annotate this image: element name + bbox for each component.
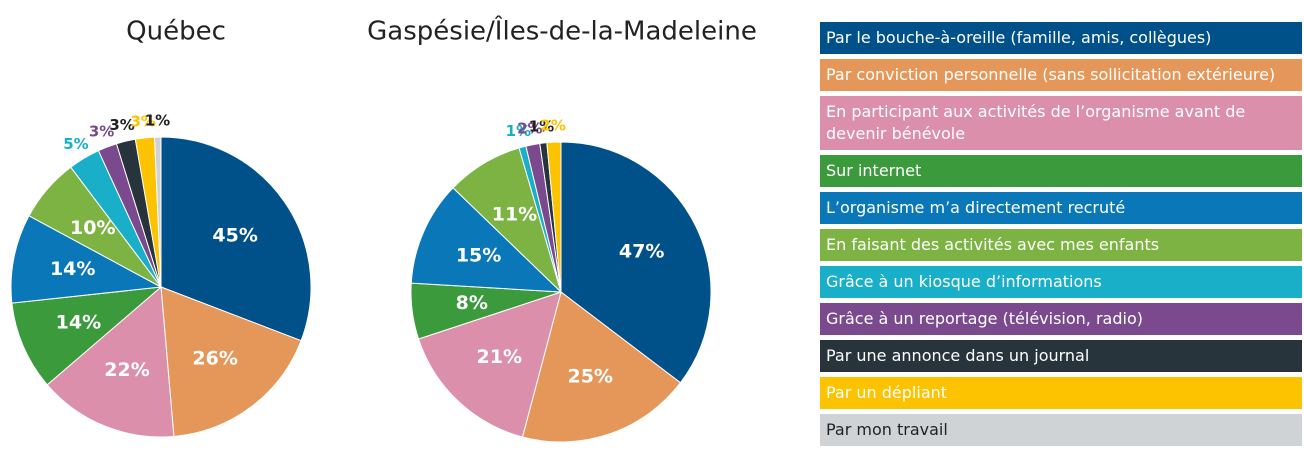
data-label: 11% bbox=[492, 203, 537, 225]
data-label: 1% bbox=[506, 122, 531, 140]
data-label: 10% bbox=[70, 217, 115, 239]
slice bbox=[160, 286, 302, 437]
legend: Par le bouche-à-oreille (famille, amis, … bbox=[820, 22, 1302, 446]
data-label: 21% bbox=[477, 346, 522, 368]
legend-item: Par conviction personnelle (sans sollici… bbox=[820, 59, 1302, 91]
legend-item: Par le bouche-à-oreille (famille, amis, … bbox=[820, 22, 1302, 54]
slice bbox=[417, 291, 562, 438]
legend-item: En participant aux activités de l’organi… bbox=[820, 96, 1302, 150]
data-label: 8% bbox=[456, 292, 488, 314]
data-label: 26% bbox=[192, 347, 237, 369]
legend-item: Grâce à un reportage (télévision, radio) bbox=[820, 303, 1302, 335]
data-label: 14% bbox=[56, 311, 101, 333]
slice bbox=[160, 136, 312, 342]
data-label: 3% bbox=[109, 116, 134, 134]
slice bbox=[410, 187, 563, 293]
data-label: 47% bbox=[619, 240, 664, 262]
legend-item: Grâce à un kiosque d’informations bbox=[820, 266, 1302, 298]
slice bbox=[154, 136, 162, 288]
chart-title: Québec bbox=[126, 17, 226, 47]
chart-title: Gaspésie/Îles-de-la-Madeleine bbox=[367, 15, 757, 47]
data-label: 2% bbox=[540, 117, 565, 135]
slice bbox=[560, 141, 712, 384]
slice bbox=[11, 286, 163, 386]
slice bbox=[10, 215, 163, 304]
data-label: 1% bbox=[145, 112, 170, 130]
data-label: 1% bbox=[529, 118, 554, 136]
data-label: 25% bbox=[567, 366, 612, 388]
data-label: 3% bbox=[130, 112, 155, 130]
data-label: 5% bbox=[63, 135, 88, 153]
slice bbox=[546, 141, 562, 293]
charts: Québec Gaspésie/Îles-de-la-Madeleine 45%… bbox=[10, 15, 757, 443]
legend-item: Par un dépliant bbox=[820, 377, 1302, 409]
data-label: 45% bbox=[212, 224, 257, 246]
legend-item: Sur internet bbox=[820, 155, 1302, 187]
data-label: 2% bbox=[517, 119, 542, 137]
slice bbox=[521, 291, 682, 443]
legend-item: Par une annonce dans un journal bbox=[820, 340, 1302, 372]
legend-item: Par mon travail bbox=[820, 414, 1302, 446]
data-label: 3% bbox=[89, 122, 114, 140]
data-label: 15% bbox=[456, 244, 501, 266]
data-label: 22% bbox=[104, 359, 149, 381]
legend-item: En faisant des activités avec mes enfant… bbox=[820, 229, 1302, 261]
legend-item: L’organisme m’a directement recruté bbox=[820, 192, 1302, 224]
slice bbox=[46, 285, 175, 438]
data-label: 14% bbox=[50, 258, 95, 280]
